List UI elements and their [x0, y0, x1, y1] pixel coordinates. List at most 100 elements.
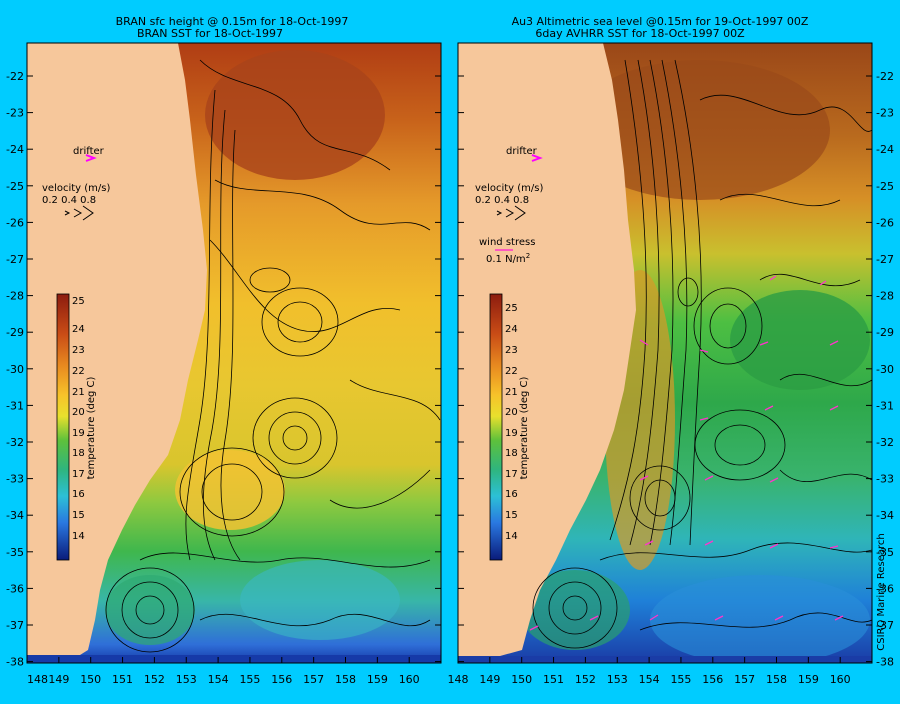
right-wind-label: wind stress: [479, 237, 535, 248]
longitude-tick-label: 153: [607, 673, 628, 686]
right-velocity-values: 0.2 0.4 0.8: [475, 195, 529, 206]
right-cool-eddy: [730, 290, 870, 390]
latitude-tick-label: -30: [876, 363, 894, 376]
longitude-tick-label: 157: [303, 673, 324, 686]
left-map-border: [26, 42, 442, 664]
longitude-tick-label: 159: [367, 673, 388, 686]
colorbar-tick: 19: [72, 428, 85, 439]
left-drifter-marker: [85, 154, 97, 162]
colorbar-tick: 22: [72, 366, 85, 377]
latitude-tick-label: -27: [6, 253, 24, 266]
longitude-tick-label: 153: [176, 673, 197, 686]
latitude-tick-label: -23: [876, 107, 894, 120]
left-height-contours: [105, 59, 441, 653]
latitude-tick-label: -34: [6, 509, 24, 522]
left-warm-eddy: [205, 50, 385, 180]
latitude-tick-label: -38: [6, 656, 24, 669]
latitude-tick-label: -35: [6, 546, 24, 559]
latitude-tick-label: -26: [6, 216, 24, 229]
latitude-tick-label: -25: [6, 180, 24, 193]
right-latitude-ticks: -22 -23 -24 -25 -26 -27 -28 -29 -30 -31 -32 -33 -34 -…: [458, 70, 894, 669]
right-wind-value-text: 0.1 N/m: [486, 254, 526, 265]
right-colorbar-ticks: 25 24 23 22 21 20 19 18 17 16 15 14: [505, 303, 518, 542]
right-height-contours: [532, 59, 872, 649]
colorbar-tick: 18: [72, 448, 85, 459]
left-colorbar-ticks: 25 24 23 22 21 20 19 18 17 16 15 14: [72, 296, 85, 542]
latitude-tick-label: -37: [876, 619, 894, 632]
latitude-tick-label: -37: [6, 619, 24, 632]
colorbar-tick: 20: [505, 407, 518, 418]
latitude-tick-label: -29: [876, 326, 894, 339]
latitude-tick-label: -30: [6, 363, 24, 376]
longitude-tick-label: 152: [144, 673, 165, 686]
right-drifter-marker: [531, 154, 543, 162]
colorbar-tick: 15: [505, 510, 518, 521]
colorbar-tick: 25: [72, 296, 85, 307]
longitude-tick-label: 152: [575, 673, 596, 686]
longitude-tick-label: 151: [543, 673, 564, 686]
longitude-tick-label: 150: [511, 673, 532, 686]
colorbar-tick: 16: [72, 489, 85, 500]
right-title-line1: Au3 Altimetric sea level @0.15m for 19-O…: [512, 15, 809, 28]
latitude-tick-label: -23: [6, 107, 24, 120]
longitude-tick-label: 148: [448, 673, 469, 686]
right-map-panel: Au3 Altimetric sea level @0.15m for 19-O…: [457, 15, 887, 664]
right-velocity-arrows: [496, 205, 526, 221]
longitude-tick-label: 150: [80, 673, 101, 686]
left-warm-eddy: [175, 450, 285, 530]
left-cool-eddy: [240, 560, 400, 640]
right-cold-water: [650, 575, 870, 663]
left-land-australia: [27, 43, 207, 655]
left-latitude-ticks: -22 -23 -24 -25 -26 -27 -28 -29 -30 -31 -32 -33 -34 -…: [6, 70, 441, 669]
longitude-tick-label: 154: [208, 673, 229, 686]
latitude-tick-label: -35: [876, 546, 894, 559]
colorbar-tick: 23: [505, 345, 518, 356]
latitude-tick-label: -33: [876, 473, 894, 486]
left-colorbar: [56, 293, 70, 561]
left-title-line2: BRAN SST for 18-Oct-1997: [137, 27, 283, 40]
colorbar-tick: 14: [72, 531, 85, 542]
colorbar-tick: 24: [505, 324, 518, 335]
longitude-tick-label: 154: [639, 673, 660, 686]
left-velocity-arrows: [64, 205, 94, 221]
latitude-tick-label: -22: [876, 70, 894, 83]
left-map-panel: BRAN sfc height @ 0.15m for 18-Oct-1997 …: [26, 15, 442, 664]
longitude-tick-label: 148: [27, 673, 48, 686]
right-map-border: [457, 42, 873, 664]
latitude-tick-label: -31: [6, 399, 24, 412]
latitude-tick-label: -22: [6, 70, 24, 83]
latitude-tick-label: -38: [876, 656, 894, 669]
credit-text: CSIRO Marine Research: [876, 533, 887, 650]
latitude-tick-label: -25: [876, 180, 894, 193]
colorbar-tick: 17: [72, 469, 85, 480]
colorbar-tick: 16: [505, 489, 518, 500]
longitude-tick-label: 156: [271, 673, 292, 686]
latitude-tick-label: -28: [6, 290, 24, 303]
right-cool-eddy: [520, 570, 630, 650]
right-land-australia: [458, 43, 636, 656]
colorbar-tick: 25: [505, 303, 518, 314]
latitude-tick-label: -36: [876, 582, 894, 595]
colorbar-tick: 20: [72, 407, 85, 418]
left-velocity-label: velocity (m/s): [42, 183, 110, 194]
latitude-tick-label: -32: [6, 436, 24, 449]
latitude-tick-label: -24: [876, 143, 894, 156]
left-cool-eddy: [105, 575, 195, 645]
latitude-tick-label: -29: [6, 326, 24, 339]
longitude-tick-label: 155: [670, 673, 691, 686]
longitude-tick-label: 160: [830, 673, 851, 686]
latitude-tick-label: -24: [6, 143, 24, 156]
right-warm-core: [570, 60, 830, 200]
right-wind-value: 0.1 N/m2: [486, 252, 530, 265]
colorbar-tick: 21: [72, 387, 85, 398]
colorbar-tick: 22: [505, 366, 518, 377]
longitude-tick-label: 160: [399, 673, 420, 686]
latitude-tick-label: -34: [876, 509, 894, 522]
right-title-line2: 6day AVHRR SST for 18-Oct-1997 00Z: [535, 27, 745, 40]
longitude-tick-label: 158: [766, 673, 787, 686]
longitude-tick-label: 149: [479, 673, 500, 686]
right-velocity-label: velocity (m/s): [475, 183, 543, 194]
longitude-tick-label: 149: [48, 673, 69, 686]
latitude-tick-label: -27: [876, 253, 894, 266]
